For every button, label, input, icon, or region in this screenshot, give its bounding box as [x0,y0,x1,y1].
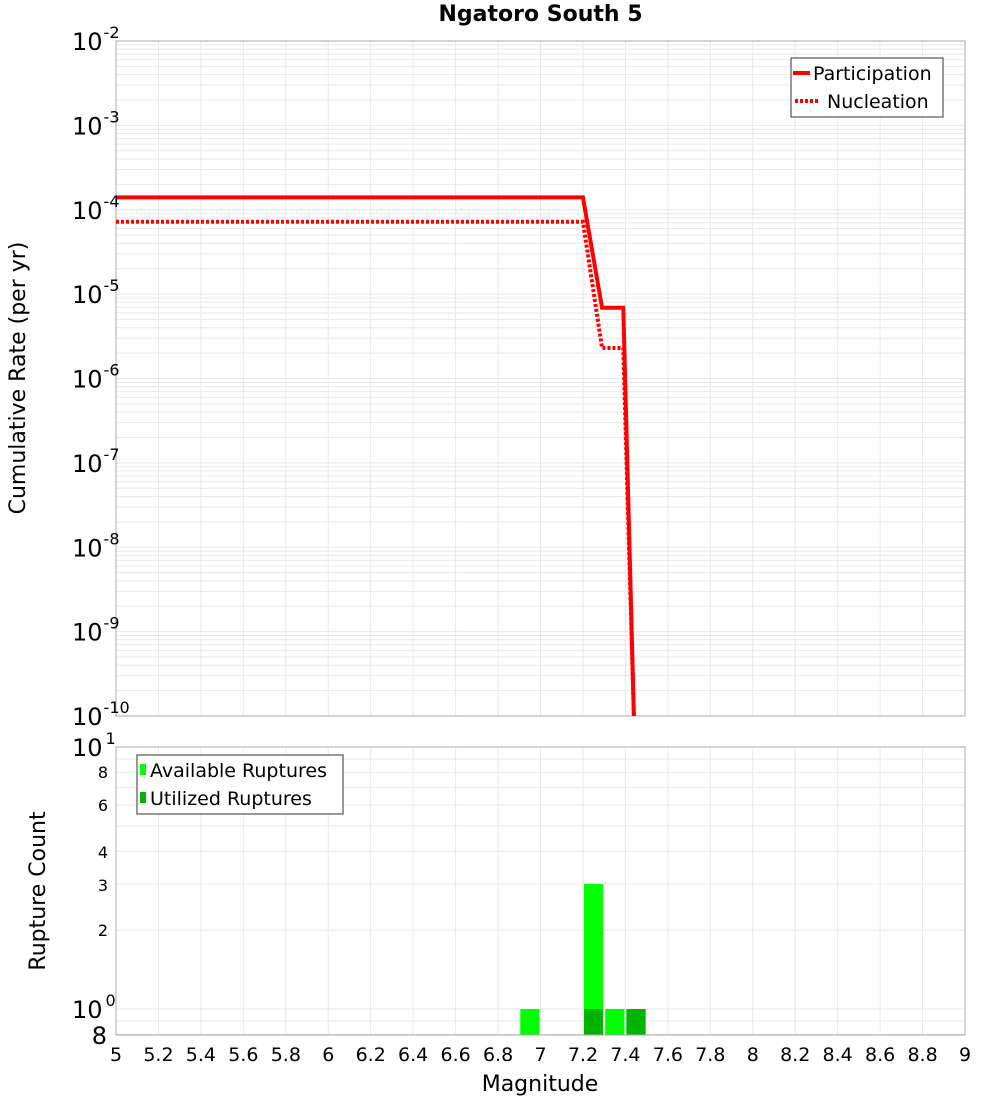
svg-text:10-10: 10-10 [72,698,130,731]
svg-text:7: 7 [534,1044,546,1066]
svg-text:10-5: 10-5 [72,276,120,309]
legend-available: Available Ruptures [150,760,327,782]
svg-text:2: 2 [98,921,108,940]
top-plot-series [116,195,636,717]
svg-text:8.6: 8.6 [865,1044,895,1066]
svg-text:5.4: 5.4 [186,1044,216,1066]
bottom-y-axis-title: Rupture Count [26,811,51,971]
svg-text:8.4: 8.4 [823,1044,853,1066]
available-legend-swatch [140,764,146,775]
svg-text:7.8: 7.8 [695,1044,725,1066]
bottom-plot-frame [115,746,966,1036]
x-axis-title: Magnitude [482,1072,599,1097]
bottom-y-axis-ticks: 10 1 8 6 4 3 2 10 0 8 [72,729,116,1050]
top-y-axis-title: Cumulative Rate (per yr) [6,242,31,515]
svg-text:3: 3 [98,876,108,895]
legend-utilized: Utilized Ruptures [150,788,312,810]
utilized-legend-swatch [140,792,146,803]
svg-text:10-4: 10-4 [72,192,120,225]
participation-line [116,195,636,717]
svg-text:100: 10 0 [72,991,116,1024]
svg-text:6.4: 6.4 [398,1044,428,1066]
nucleation-line [116,219,636,717]
x-axis-ticks: 5 5.2 5.4 5.6 5.8 6 6.2 6.4 6.6 6.8 7 7.2 7.4 7.6 7.8 8… [110,1044,971,1066]
svg-text:10-7: 10-7 [72,445,120,478]
svg-text:4: 4 [98,843,108,862]
svg-text:7.4: 7.4 [610,1044,640,1066]
svg-text:8: 8 [98,763,108,782]
bar-available-ruptures [583,883,604,1035]
bar-utilized-ruptures [583,1009,604,1035]
svg-text:8.8: 8.8 [907,1044,937,1066]
svg-text:5.2: 5.2 [143,1044,173,1066]
svg-text:8.2: 8.2 [780,1044,810,1066]
svg-text:10-3: 10-3 [72,107,120,140]
svg-text:101: 10 1 [72,729,116,762]
top-y-axis-ticks: 10-2 10-3 10-4 10-5 10-6 10-7 10-8 10-9 10-10 [72,23,130,731]
svg-text:10-9: 10-9 [72,614,120,647]
bar-utilized-ruptures [626,1009,646,1035]
legend-participation: Participation [813,63,932,85]
svg-text:10-2: 10-2 [72,23,120,56]
bottom-legend: Available Ruptures Utilized Ruptures [136,754,344,815]
legend-nucleation: Nucleation [827,91,929,113]
svg-text:5.8: 5.8 [271,1044,301,1066]
svg-text:8: 8 [747,1044,759,1066]
top-plot-grid [115,41,966,717]
svg-text:6.8: 6.8 [483,1044,513,1066]
chart-title: Ngatoro South 5 [438,2,643,27]
svg-text:10-6: 10-6 [72,361,120,394]
svg-text:10-8: 10-8 [72,529,120,562]
svg-text:5.6: 5.6 [228,1044,258,1066]
bar-available-ruptures [605,1009,625,1035]
svg-text:6.2: 6.2 [356,1044,386,1066]
bar-available-ruptures [520,1009,540,1035]
svg-text:7.6: 7.6 [653,1044,683,1066]
svg-text:9: 9 [959,1044,971,1066]
top-plot-frame [115,40,966,717]
top-legend: Participation Nucleation [790,57,944,118]
svg-text:6: 6 [322,1044,334,1066]
svg-text:8: 8 [92,1022,107,1050]
bottom-plot-bars [520,883,646,1035]
svg-text:7.2: 7.2 [568,1044,598,1066]
svg-text:6.6: 6.6 [440,1044,470,1066]
svg-text:6: 6 [98,796,108,815]
svg-text:5: 5 [110,1044,122,1066]
